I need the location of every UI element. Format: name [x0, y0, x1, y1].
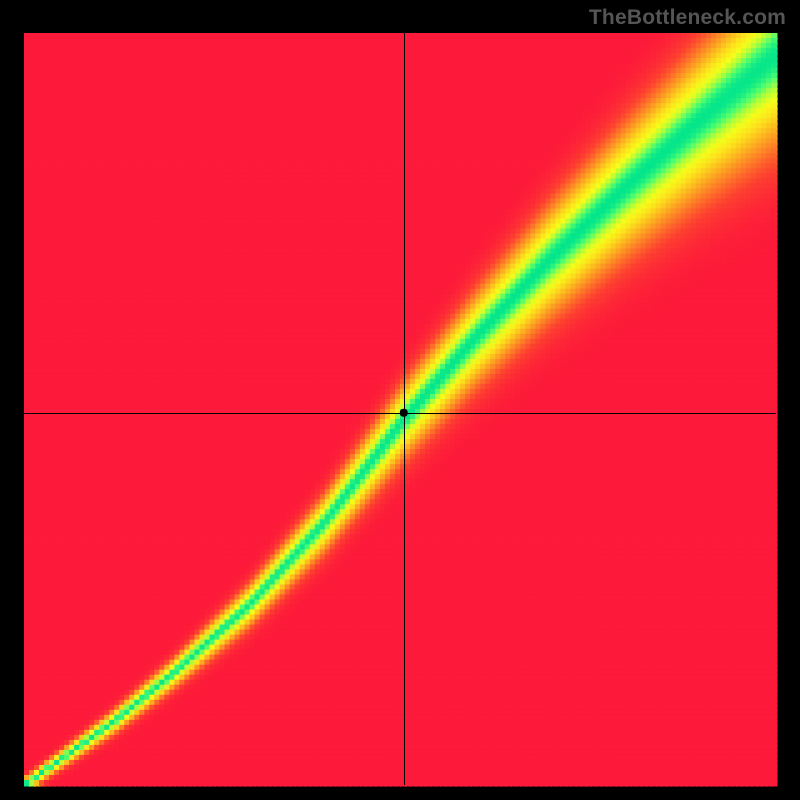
bottleneck-heatmap	[0, 0, 800, 800]
watermark-text: TheBottleneck.com	[589, 6, 786, 30]
